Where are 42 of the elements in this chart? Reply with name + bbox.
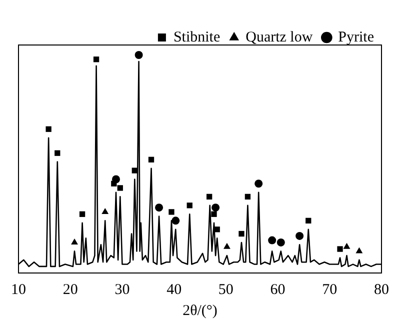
point bbox=[117, 185, 123, 191]
point bbox=[356, 247, 363, 254]
x-tick-label: 20 bbox=[62, 282, 78, 298]
x-axis-title: 2θ/(°) bbox=[182, 302, 218, 319]
point bbox=[211, 211, 217, 217]
point bbox=[132, 168, 138, 174]
x-tick-label: 50 bbox=[218, 282, 234, 298]
legend-label: Stibnite bbox=[173, 29, 220, 46]
point bbox=[343, 242, 350, 249]
x-tick-label: 60 bbox=[270, 282, 286, 298]
x-tick-label: 10 bbox=[11, 282, 26, 298]
x-tick-label: 30 bbox=[114, 282, 130, 298]
x-tick-label: 80 bbox=[374, 282, 389, 298]
legend-label: Quartz low bbox=[246, 29, 313, 46]
point bbox=[71, 238, 78, 244]
point bbox=[214, 226, 220, 232]
point bbox=[296, 232, 304, 240]
point bbox=[206, 194, 212, 200]
point bbox=[244, 194, 251, 200]
legend-label: Pyrite bbox=[338, 29, 374, 46]
point bbox=[254, 180, 263, 188]
point bbox=[54, 150, 60, 156]
point bbox=[212, 204, 220, 212]
x-tick-label: 40 bbox=[166, 282, 182, 298]
point bbox=[238, 230, 244, 237]
point bbox=[306, 218, 312, 224]
point bbox=[276, 238, 285, 246]
point bbox=[224, 242, 230, 249]
point bbox=[134, 51, 143, 59]
point bbox=[93, 56, 100, 62]
point bbox=[168, 209, 174, 215]
point bbox=[155, 204, 164, 212]
point bbox=[79, 211, 86, 217]
point bbox=[46, 126, 52, 132]
point bbox=[268, 236, 276, 244]
point bbox=[111, 180, 117, 186]
point bbox=[337, 246, 343, 252]
x-tick-label: 70 bbox=[322, 282, 338, 298]
point bbox=[172, 216, 180, 225]
point bbox=[186, 202, 192, 208]
point bbox=[102, 208, 109, 214]
point bbox=[148, 156, 154, 162]
